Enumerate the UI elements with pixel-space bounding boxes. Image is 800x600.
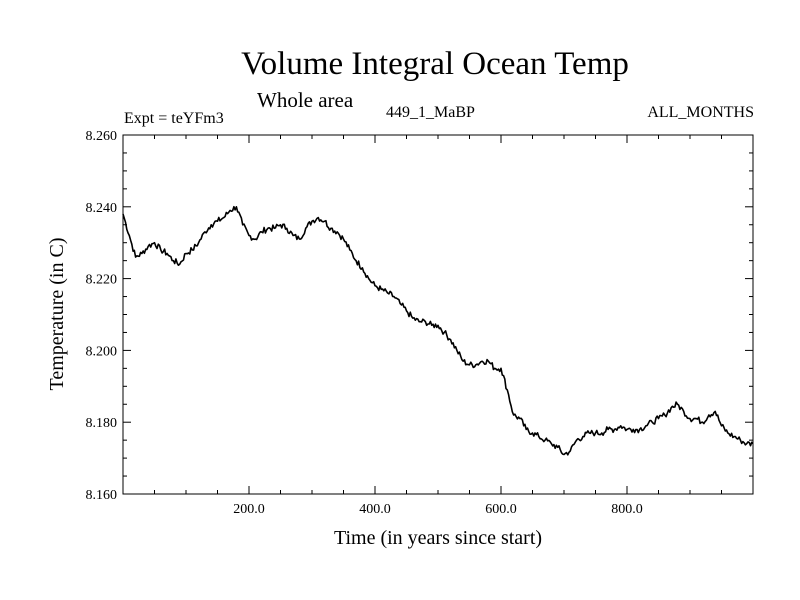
y-axis-label: Temperature (in C) bbox=[46, 238, 68, 391]
run-id-label: 449_1_MaBP bbox=[386, 104, 475, 121]
series-line bbox=[122, 205, 754, 456]
x-tick-label: 400.0 bbox=[359, 502, 391, 517]
y-tick-label: 8.240 bbox=[86, 201, 118, 216]
x-tick-label: 200.0 bbox=[233, 502, 265, 517]
y-tick-label: 8.220 bbox=[86, 273, 118, 288]
y-tick-label: 8.200 bbox=[86, 344, 118, 359]
x-axis-label: Time (in years since start) bbox=[334, 527, 542, 549]
x-tick-label: 800.0 bbox=[611, 502, 643, 517]
chart-subtitle: Whole area bbox=[257, 88, 354, 112]
plot-frame bbox=[122, 134, 754, 495]
months-label: ALL_MONTHS bbox=[647, 104, 754, 121]
chart-title: Volume Integral Ocean Temp bbox=[241, 46, 629, 82]
y-tick-label: 8.180 bbox=[86, 416, 118, 431]
x-tick-label: 600.0 bbox=[485, 502, 517, 517]
experiment-label: Expt = teYFm3 bbox=[124, 110, 224, 127]
y-tick-label: 8.260 bbox=[86, 129, 118, 144]
y-tick-label: 8.160 bbox=[86, 488, 118, 503]
